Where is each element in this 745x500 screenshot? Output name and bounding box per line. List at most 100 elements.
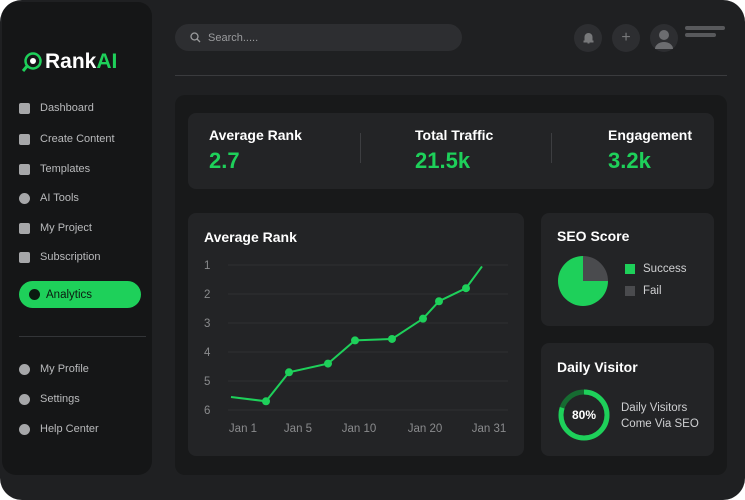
seo-score-card: SEO Score Success Fail xyxy=(541,213,714,326)
notification-button[interactable] xyxy=(574,24,602,52)
user-icon xyxy=(19,363,30,375)
stat-total-traffic: Total Traffic 21.5k xyxy=(415,127,493,174)
data-point xyxy=(462,284,470,293)
layout-icon xyxy=(19,163,30,175)
bell-icon xyxy=(583,33,593,44)
sidebar-item-label: Create Content xyxy=(40,133,115,145)
plus-square-icon xyxy=(19,133,30,145)
stat-average-rank: Average Rank 2.7 xyxy=(209,127,302,174)
sidebar-item-label: Analytics xyxy=(46,288,93,301)
ring-progress xyxy=(558,389,610,441)
grid-icon xyxy=(19,102,30,114)
chart-title: SEO Score xyxy=(557,228,630,244)
y-tick-label: 1 xyxy=(204,260,210,272)
menu-icon[interactable] xyxy=(685,26,725,30)
data-point xyxy=(419,314,427,323)
divider xyxy=(19,336,146,337)
sidebar-item-ai-tools[interactable]: AI Tools xyxy=(2,188,152,208)
header-divider xyxy=(175,75,727,76)
pie-slice xyxy=(583,256,608,281)
legend-swatch xyxy=(625,264,635,274)
daily-visitor-card: Daily Visitor 80% Daily Visitors Come Via… xyxy=(541,343,714,456)
daily-description: Daily Visitors Come Via SEO xyxy=(621,400,699,432)
legend-swatch xyxy=(625,286,635,296)
avatar[interactable] xyxy=(650,24,678,52)
sidebar-item-label: Templates xyxy=(40,163,91,175)
legend-success: Success xyxy=(625,263,686,275)
analytics-panel: Average Rank 2.7 Total Traffic 21.5k Engag… xyxy=(175,95,727,475)
card-title: Daily Visitor xyxy=(557,359,638,375)
help-icon xyxy=(19,423,30,435)
y-tick-label: 5 xyxy=(204,376,210,388)
description-line: Come Via SEO xyxy=(621,418,699,430)
x-tick-label: Jan 1 xyxy=(229,423,257,435)
data-point xyxy=(351,336,359,345)
x-tick-label: Jan 20 xyxy=(408,423,443,435)
sidebar-item-templates[interactable]: Templates xyxy=(2,159,152,179)
y-tick-label: 6 xyxy=(204,405,210,417)
search-icon xyxy=(190,32,201,43)
pie-icon xyxy=(29,289,40,300)
divider xyxy=(551,133,552,163)
sidebar-item-label: AI Tools xyxy=(40,192,79,204)
add-button[interactable]: + xyxy=(612,24,640,52)
stat-value: 2.7 xyxy=(209,148,240,173)
stats-card: Average Rank 2.7 Total Traffic 21.5k Engag… xyxy=(188,113,714,189)
sidebar-item-create-content[interactable]: Create Content xyxy=(2,129,152,149)
chart-title: Average Rank xyxy=(204,229,297,245)
stat-label: Total Traffic xyxy=(415,127,494,143)
sidebar-item-help-center[interactable]: Help Center xyxy=(2,419,152,439)
legend-label: Fail xyxy=(643,285,662,297)
gear-icon xyxy=(19,393,30,405)
search-input[interactable]: Search..... xyxy=(175,24,462,51)
subscription-icon xyxy=(19,251,30,263)
data-point xyxy=(324,359,332,368)
sidebar: Rank AI Dashboard Create Content Template… xyxy=(2,2,152,475)
plus-icon: + xyxy=(621,29,631,46)
stat-value: 21.5k xyxy=(415,148,471,173)
brand-name-b: AI xyxy=(96,50,118,73)
divider xyxy=(360,133,361,163)
edit-icon xyxy=(19,222,30,234)
y-tick-label: 2 xyxy=(204,289,210,301)
sidebar-item-my-profile[interactable]: My Profile xyxy=(2,359,152,379)
data-point xyxy=(388,334,396,343)
sidebar-item-label: My Project xyxy=(40,222,92,234)
menu-icon-line xyxy=(685,33,716,37)
sidebar-item-my-project[interactable]: My Project xyxy=(2,218,152,238)
sidebar-item-analytics[interactable]: Analytics xyxy=(19,281,141,308)
sidebar-item-dashboard[interactable]: Dashboard xyxy=(2,98,152,118)
sidebar-item-settings[interactable]: Settings xyxy=(2,389,152,409)
line-chart: 1 2 3 4 5 6 Jan 1 Jan 5 Jan 10 Jan 20 Jan 31 xyxy=(204,260,508,435)
sidebar-item-subscription[interactable]: Subscription xyxy=(2,247,152,267)
brand-name-a: Rank xyxy=(45,50,97,73)
average-rank-card: Average Rank 1 2 3 4 5 6 Jan 1 Jan 5 Jan 10 Jan 2… xyxy=(188,213,524,456)
ai-icon xyxy=(19,192,30,204)
stat-engagement: Engagement 3.2k xyxy=(608,127,692,174)
progress-ring xyxy=(558,389,610,441)
search-placeholder: Search..... xyxy=(208,31,259,44)
x-tick-label: Jan 31 xyxy=(472,423,507,435)
stat-value: 3.2k xyxy=(608,148,651,173)
series-line xyxy=(230,265,483,403)
sidebar-item-label: Subscription xyxy=(40,251,101,263)
progress-label: 80% xyxy=(571,408,597,422)
user-avatar-icon xyxy=(655,30,673,49)
pie-chart xyxy=(558,256,608,306)
data-point xyxy=(262,397,270,406)
x-tick-label: Jan 5 xyxy=(284,423,312,435)
sidebar-item-label: My Profile xyxy=(40,363,89,375)
logo-icon xyxy=(21,52,42,72)
y-tick-label: 3 xyxy=(204,318,210,330)
legend-fail: Fail xyxy=(625,285,662,297)
data-point xyxy=(285,368,293,377)
sidebar-item-label: Settings xyxy=(40,393,80,405)
stat-label: Average Rank xyxy=(209,127,302,143)
sidebar-item-label: Dashboard xyxy=(40,102,94,114)
logo: Rank AI xyxy=(21,50,117,74)
legend-label: Success xyxy=(643,263,687,275)
description-line: Daily Visitors xyxy=(621,402,688,414)
y-tick-label: 4 xyxy=(204,347,211,359)
sidebar-item-label: Help Center xyxy=(40,423,99,435)
